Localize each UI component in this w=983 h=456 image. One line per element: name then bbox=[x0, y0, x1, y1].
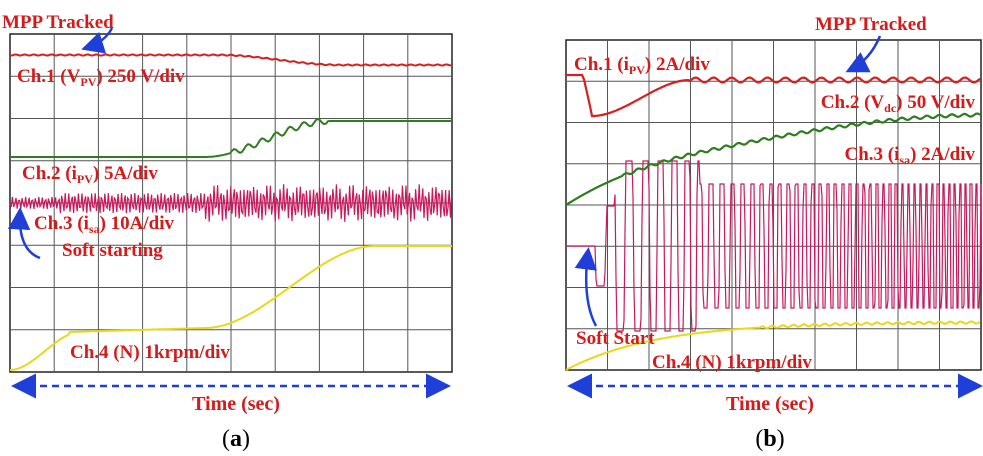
panel-b-caption: (b) bbox=[755, 426, 784, 452]
panel-a-ch1-label: Ch.1 (VPV) 250 V/div bbox=[17, 66, 185, 89]
panel-a: MPP Tracked Ch.1 (VPV) 250 V/div Ch.2 (i… bbox=[2, 12, 453, 452]
panel-a-caption: (a) bbox=[222, 426, 250, 452]
panel-a-mpp-arrow bbox=[81, 27, 114, 54]
panel-b-ch1-trace bbox=[566, 73, 981, 118]
panel-a-ch1-trace bbox=[9, 53, 453, 67]
panel-b-ch2-trace bbox=[565, 112, 981, 206]
panel-b-soft-annotation: Soft Start bbox=[576, 328, 655, 349]
panel-b-ch4-label: Ch.4 (N) 1krpm/div bbox=[652, 352, 812, 373]
panel-b-xlabel: Time (sec) bbox=[726, 393, 814, 415]
panel-a-ch3-trace bbox=[9, 184, 453, 222]
panel-b-ch3-trace bbox=[566, 160, 982, 332]
panel-b-mpp-arrow bbox=[845, 35, 882, 73]
panel-b-ch3-label: Ch.3 (isa) 2A/div bbox=[844, 144, 975, 167]
panel-a-ch4-trace bbox=[9, 245, 452, 371]
panel-a-ch2-trace bbox=[10, 117, 452, 158]
panel-a-soft-arrow bbox=[7, 207, 41, 260]
panel-b-ch2-label: Ch.2 (Vdc) 50 V/div bbox=[821, 92, 976, 115]
panel-b-ch4-trace bbox=[565, 320, 981, 371]
panel-b-soft-arrow bbox=[574, 247, 598, 327]
panel-a-ch4-label: Ch.4 (N) 1krpm/div bbox=[70, 342, 230, 363]
panel-a-xlabel: Time (sec) bbox=[192, 393, 280, 415]
panel-a-ch2-label: Ch.2 (iPV) 5A/div bbox=[22, 163, 158, 186]
panel-a-ch3-label: Ch.3 (isa) 10A/div bbox=[34, 213, 175, 236]
panel-b-ch1-label: Ch.1 (iPV) 2A/div bbox=[574, 54, 710, 77]
panel-a-soft-annotation: Soft starting bbox=[62, 240, 163, 261]
panel-b: MPP Tracked Ch.1 (iPV) 2A/div Ch.2 (Vdc)… bbox=[565, 14, 983, 452]
panel-a-mpp-annotation: MPP Tracked bbox=[2, 12, 114, 33]
panel-b-mpp-annotation: MPP Tracked bbox=[815, 14, 927, 35]
